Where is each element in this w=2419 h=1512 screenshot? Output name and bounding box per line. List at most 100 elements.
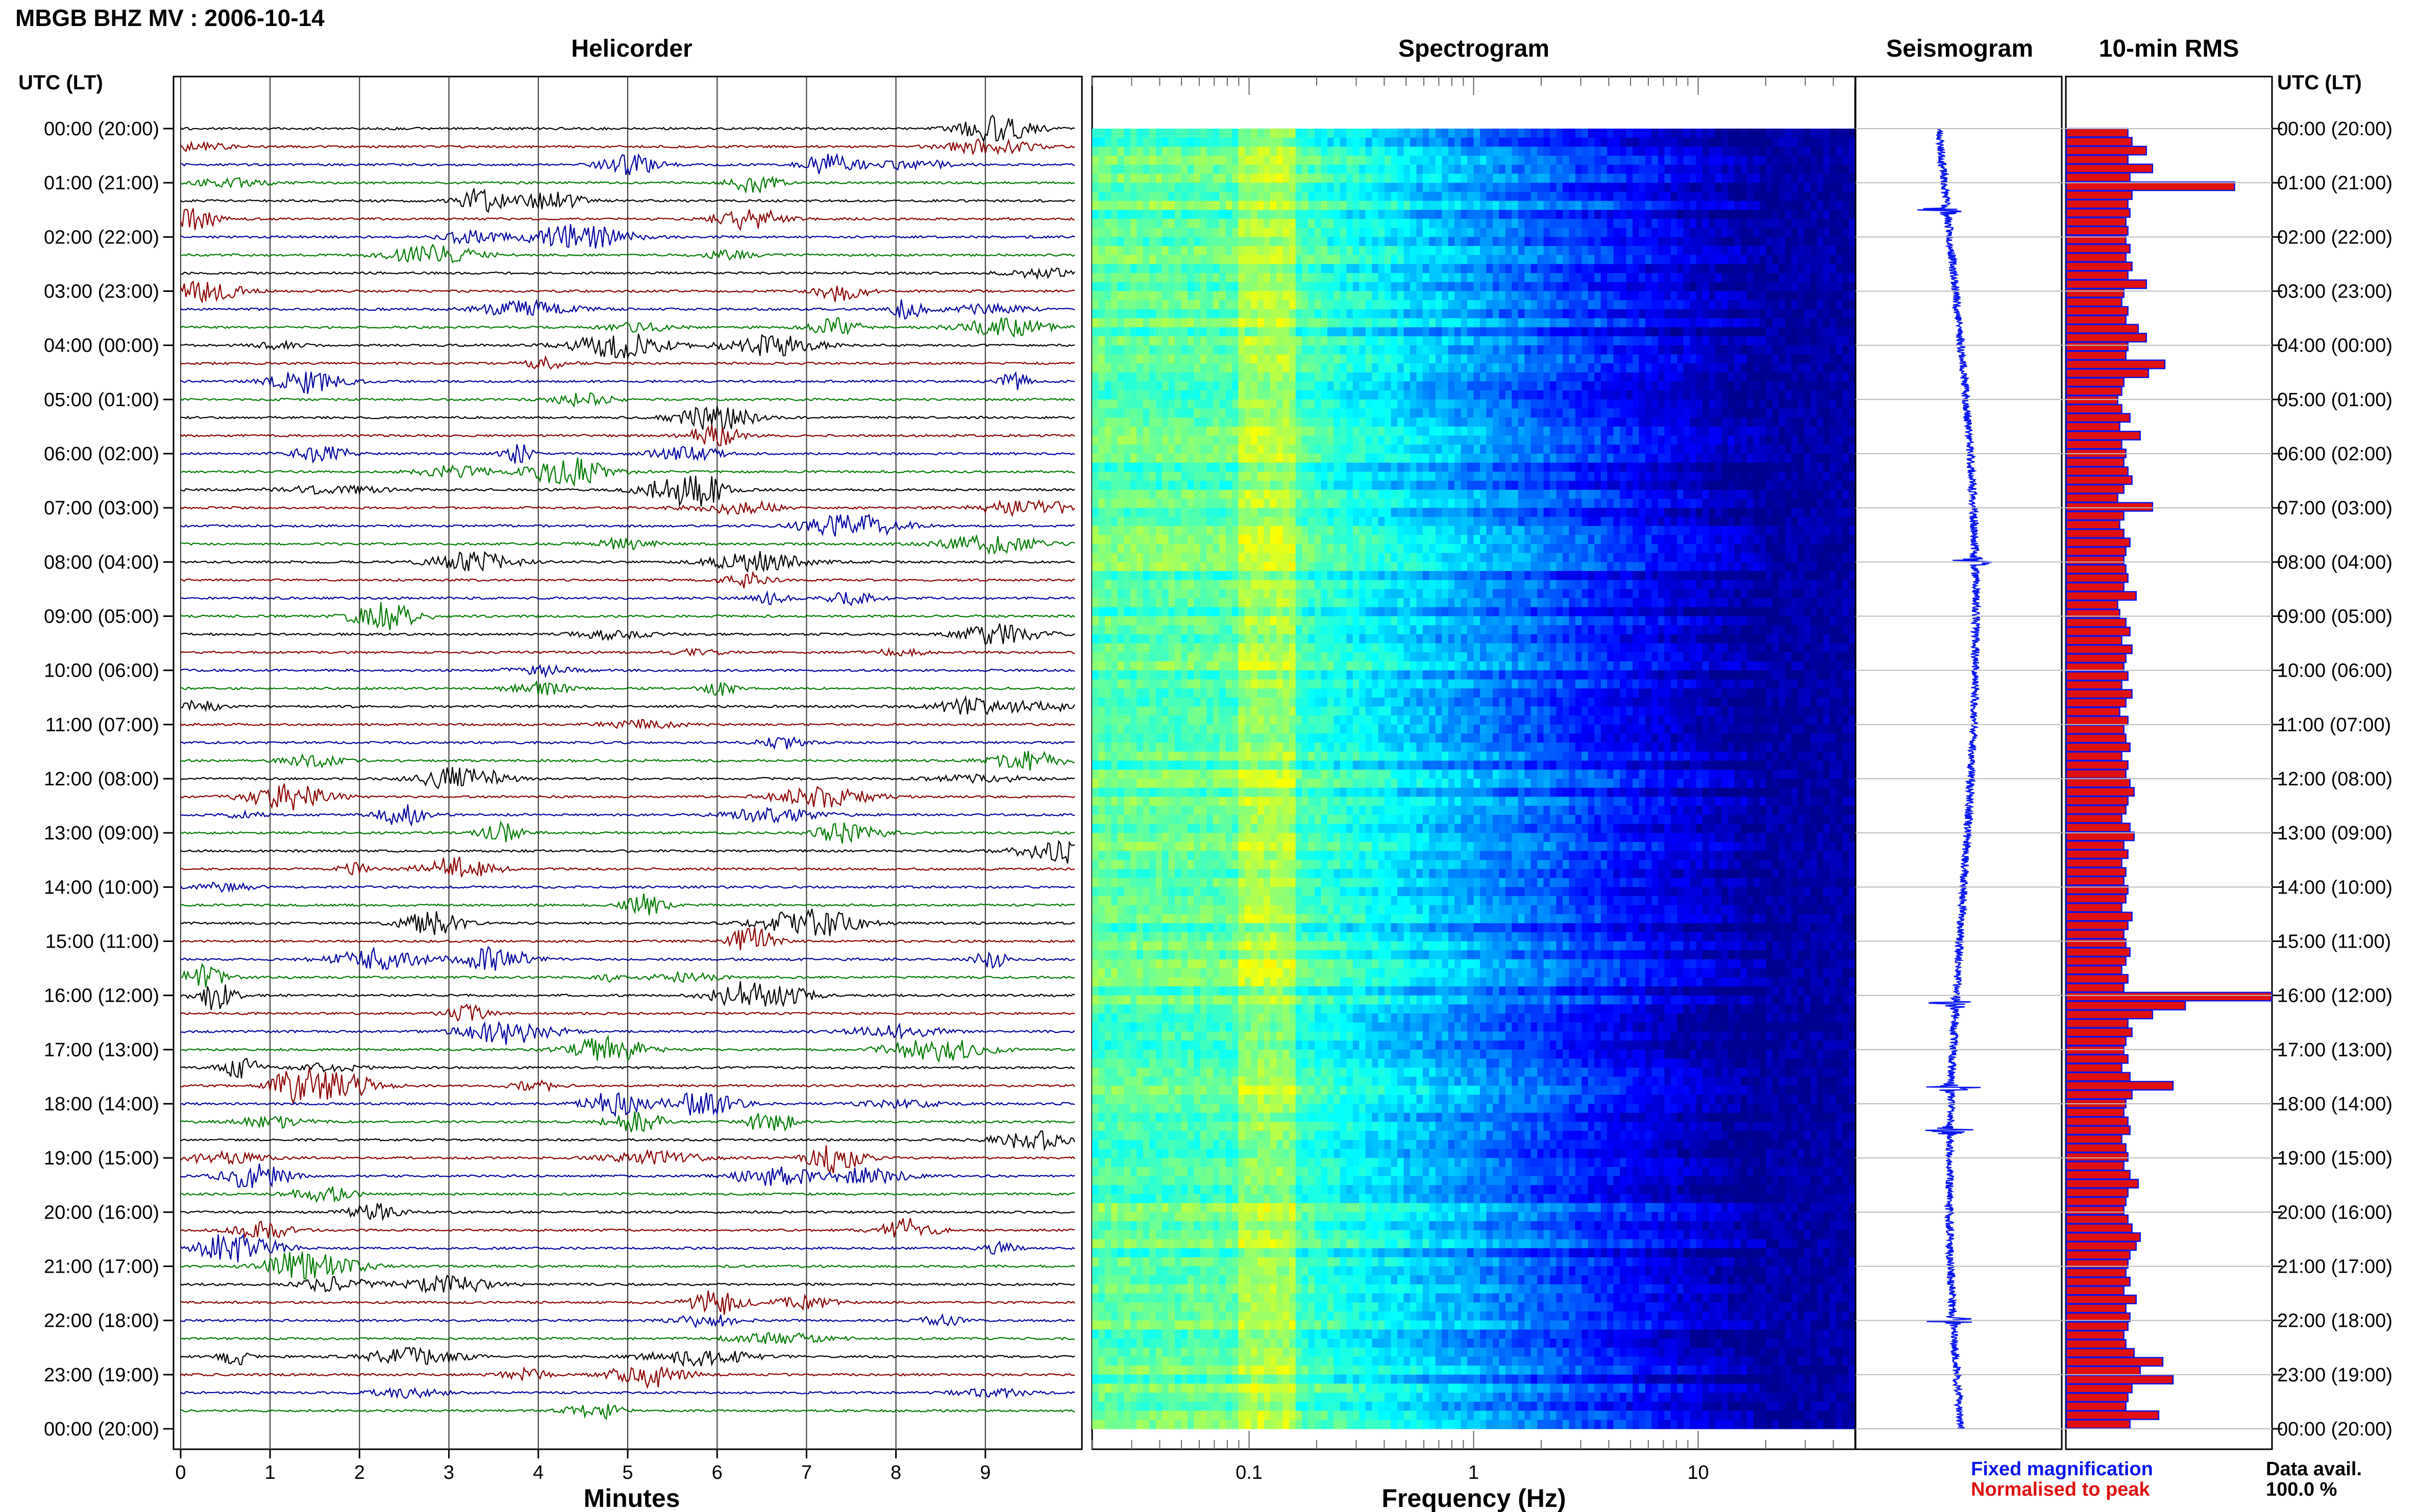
spectrogram-cell — [1772, 345, 1780, 355]
spectrogram-cell — [1664, 282, 1671, 292]
spectrogram-cell — [1779, 156, 1786, 165]
spectrogram-cell — [1315, 201, 1322, 210]
spectrogram-cell — [1422, 462, 1429, 472]
spectrogram-cell — [1836, 381, 1843, 391]
spectrogram-cell — [1257, 390, 1264, 400]
spectrogram-cell — [1092, 237, 1099, 246]
spectrogram-cell — [1702, 327, 1710, 337]
spectrogram-cell — [1378, 372, 1385, 382]
spectrogram-cell — [1473, 201, 1480, 210]
spectrogram-cell — [1690, 444, 1697, 454]
spectrogram-cell — [1785, 372, 1792, 382]
spectrogram-cell — [1473, 327, 1480, 337]
spectrogram-cell — [1537, 363, 1544, 373]
spectrogram-cell — [1168, 246, 1175, 256]
spectrogram-cell — [1613, 462, 1620, 472]
spectrogram-cell — [1187, 282, 1194, 292]
helicorder-trace — [180, 766, 1075, 790]
spectrogram-cell — [1512, 462, 1519, 472]
spectrogram-cell — [1282, 363, 1290, 373]
spectrogram-cell — [1543, 399, 1550, 409]
spectrogram-cell — [1410, 146, 1417, 156]
spectrogram-cell — [1155, 426, 1163, 436]
spectrogram-cell — [1442, 336, 1449, 346]
spectrogram-cell — [1639, 444, 1646, 454]
spectrogram-cell — [1327, 372, 1335, 382]
spectrogram-cell — [1162, 327, 1169, 337]
spectrogram-cell — [1276, 255, 1283, 264]
spectrogram-cell — [1467, 164, 1474, 175]
spectrogram-cell — [1359, 291, 1366, 301]
spectrogram-cell — [1817, 381, 1824, 391]
spectrogram-cell — [1276, 309, 1283, 319]
spectrogram-cell — [1556, 210, 1563, 219]
spectrogram-cell — [1454, 228, 1462, 237]
spectrogram-cell — [1111, 164, 1118, 175]
spectrogram-cell — [1797, 390, 1805, 400]
spectrogram-cell — [1721, 273, 1729, 283]
spectrogram-cell — [1327, 354, 1335, 364]
spectrogram-cell — [1810, 481, 1817, 490]
spectrogram-cell — [1823, 191, 1830, 202]
spectrogram-cell — [1403, 381, 1411, 391]
spectrogram-cell — [1124, 156, 1131, 165]
spectrogram-cell — [1397, 372, 1404, 382]
spectrogram-cell — [1683, 408, 1690, 418]
spectrogram-cell — [1149, 273, 1156, 283]
spectrogram-cell — [1810, 129, 1817, 138]
spectrogram-cell — [1727, 417, 1735, 427]
spectrogram-cell — [1626, 345, 1633, 355]
spectrogram-cell — [1633, 426, 1640, 436]
spectrogram-cell — [1397, 173, 1404, 183]
spectrogram-cell — [1727, 137, 1735, 147]
spectrogram-cell — [1486, 426, 1493, 436]
spectrogram-cell — [1238, 201, 1245, 210]
spectrogram-cell — [1830, 137, 1837, 147]
spectrogram-cell — [1613, 156, 1620, 165]
spectrogram-cell — [1613, 237, 1620, 246]
spectrogram-cell — [1607, 156, 1614, 165]
spectrogram-cell — [1435, 300, 1442, 310]
spectrogram-cell — [1245, 183, 1252, 192]
spectrogram-cell — [1651, 282, 1659, 292]
spectrogram-cell — [1251, 228, 1258, 237]
spectrogram-cell — [1740, 408, 1747, 418]
spectrogram-cell — [1473, 173, 1480, 183]
spectrogram-cell — [1543, 273, 1550, 283]
spectrogram-cell — [1245, 489, 1252, 500]
spectrogram-cell — [1677, 173, 1684, 183]
spectrogram-cell — [1365, 481, 1372, 490]
spectrogram-cell — [1499, 426, 1506, 436]
spectrogram-cell — [1137, 191, 1144, 202]
spectrogram-cell — [1639, 201, 1646, 210]
spectrogram-cell — [1626, 444, 1633, 454]
spectrogram-cell — [1410, 318, 1417, 328]
spectrogram-cell — [1295, 146, 1302, 156]
spectrogram-cell — [1797, 472, 1805, 481]
spectrogram-cell — [1658, 218, 1665, 229]
spectrogram-cell — [1683, 201, 1690, 210]
spectrogram-cell — [1848, 318, 1856, 328]
spectrogram-cell — [1575, 354, 1582, 364]
spectrogram-cell — [1308, 282, 1315, 292]
spectrogram-cell — [1715, 426, 1722, 436]
spectrogram-cell — [1658, 291, 1665, 301]
spectrogram-cell — [1823, 354, 1830, 364]
spectrogram-cell — [1633, 129, 1640, 138]
spectrogram-cell — [1251, 282, 1258, 292]
spectrogram-cell — [1155, 183, 1163, 192]
spectrogram-cell — [1359, 156, 1366, 165]
spectrogram-cell — [1550, 255, 1557, 264]
spectrogram-cell — [1740, 472, 1747, 481]
spectrogram-cell — [1569, 336, 1576, 346]
spectrogram-cell — [1454, 408, 1462, 418]
spectrogram-cell — [1620, 264, 1627, 274]
spectrogram-cell — [1760, 390, 1767, 400]
spectrogram-cell — [1779, 191, 1786, 202]
spectrogram-cell — [1600, 327, 1608, 337]
spectrogram-cell — [1238, 372, 1245, 382]
spectrogram-cell — [1232, 354, 1239, 364]
spectrogram-cell — [1213, 408, 1220, 418]
spectrogram-cell — [1238, 210, 1245, 219]
spectrogram-cell — [1181, 327, 1188, 337]
